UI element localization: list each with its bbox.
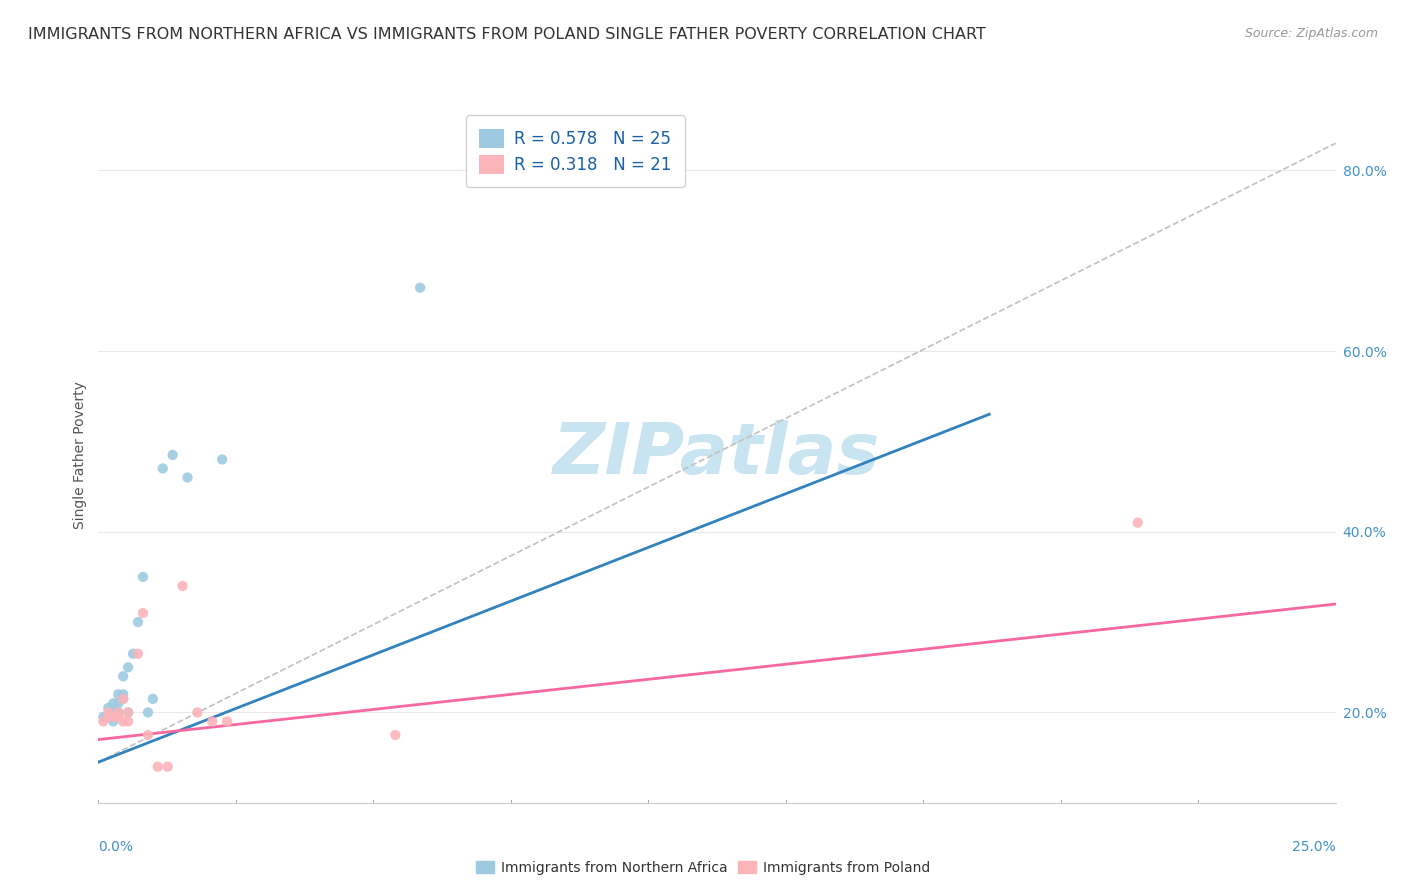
Point bbox=[1126, 516, 1149, 530]
Point bbox=[409, 281, 432, 295]
Y-axis label: Single Father Poverty: Single Father Poverty bbox=[73, 381, 87, 529]
Point bbox=[112, 669, 135, 683]
Point bbox=[103, 697, 125, 711]
Point bbox=[97, 701, 120, 715]
Point bbox=[112, 692, 135, 706]
Text: ZIPatlas: ZIPatlas bbox=[554, 420, 880, 490]
Point bbox=[162, 448, 184, 462]
Point bbox=[107, 687, 129, 701]
Point bbox=[152, 461, 174, 475]
Point bbox=[93, 710, 115, 724]
Text: IMMIGRANTS FROM NORTHERN AFRICA VS IMMIGRANTS FROM POLAND SINGLE FATHER POVERTY : IMMIGRANTS FROM NORTHERN AFRICA VS IMMIG… bbox=[28, 27, 986, 42]
Point bbox=[97, 710, 120, 724]
Point bbox=[93, 714, 115, 729]
Point bbox=[146, 759, 169, 773]
Legend: Immigrants from Northern Africa, Immigrants from Poland: Immigrants from Northern Africa, Immigra… bbox=[470, 855, 936, 880]
Point bbox=[107, 706, 129, 720]
Point bbox=[112, 687, 135, 701]
Point bbox=[132, 570, 155, 584]
Text: Source: ZipAtlas.com: Source: ZipAtlas.com bbox=[1244, 27, 1378, 40]
Point bbox=[127, 647, 149, 661]
Point bbox=[112, 692, 135, 706]
Point bbox=[132, 606, 155, 620]
Point bbox=[103, 706, 125, 720]
Point bbox=[117, 714, 139, 729]
Point bbox=[176, 470, 198, 484]
Text: 0.0%: 0.0% bbox=[98, 840, 134, 855]
Text: 25.0%: 25.0% bbox=[1292, 840, 1336, 855]
Point bbox=[142, 692, 165, 706]
Point bbox=[186, 706, 208, 720]
Point bbox=[136, 706, 159, 720]
Point bbox=[136, 728, 159, 742]
Point bbox=[103, 714, 125, 729]
Point bbox=[217, 714, 239, 729]
Point bbox=[103, 710, 125, 724]
Point bbox=[97, 710, 120, 724]
Point bbox=[107, 697, 129, 711]
Point bbox=[117, 706, 139, 720]
Point bbox=[172, 579, 194, 593]
Point bbox=[122, 647, 145, 661]
Legend: R = 0.578   N = 25, R = 0.318   N = 21: R = 0.578 N = 25, R = 0.318 N = 21 bbox=[465, 115, 685, 187]
Point bbox=[117, 706, 139, 720]
Point bbox=[107, 710, 129, 724]
Point bbox=[97, 706, 120, 720]
Point bbox=[384, 728, 406, 742]
Point bbox=[107, 706, 129, 720]
Point bbox=[107, 706, 129, 720]
Point bbox=[201, 714, 224, 729]
Point bbox=[117, 660, 139, 674]
Point bbox=[211, 452, 233, 467]
Point bbox=[127, 615, 149, 629]
Point bbox=[112, 714, 135, 729]
Point bbox=[156, 759, 179, 773]
